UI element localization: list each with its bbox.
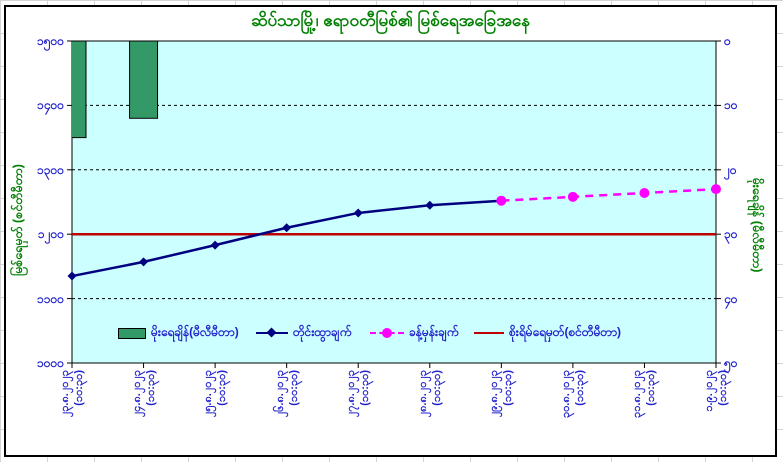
left-axis-tick-label: ၁၃၀၀ <box>37 162 64 177</box>
x-axis-label-time: (၁၀:၃၀) <box>73 370 85 406</box>
x-axis-label-time: (၁၀:၃၀) <box>430 370 443 406</box>
legend-item-measured: တိုင်းထွာချက် <box>256 322 351 344</box>
x-axis-label-time: (၁၀:၃၀) <box>144 370 157 406</box>
right-axis-tick-label: ၃၀ <box>724 227 738 242</box>
x-axis-label: ၂၉.၈.၂၀၂၃ (၁၀:၃၀) <box>487 370 515 456</box>
plot-svg <box>67 40 721 368</box>
legend-item-rainfall: မိုးရေချိန်(မီလီမီတာ) <box>118 322 239 344</box>
x-axis-label-time: (၁၀:၃၀) <box>717 370 729 406</box>
legend-swatch-forecast-line-icon <box>370 327 404 340</box>
x-axis-label-date: ၂၈.၈.၂၀၂၃ <box>416 370 429 418</box>
chart-object[interactable]: ဆိပ်သာမြို့၊ ဧရာဝတီမြစ်၏ မြစ်ရေအခြေအနေ မ… <box>4 5 777 457</box>
x-axis-label-date: ၃၁.၈.၂၀၂၃ <box>631 370 644 418</box>
diamond-marker <box>210 240 220 250</box>
x-axis-label: ၂၈.၈.၂၀၂၃ (၁၀:၃၀) <box>416 370 444 456</box>
right-axis-tick-label: ၂၀ <box>724 162 737 177</box>
left-axis-tick-label: ၁၂၀၀ <box>37 227 64 242</box>
x-axis-label-time: (၁၀:၃၀) <box>287 370 300 406</box>
diamond-marker <box>353 208 363 218</box>
diamond-marker <box>139 257 149 267</box>
plot-background <box>71 40 717 364</box>
x-axis-label-date: ၂၄.၈.၂၀၂၃ <box>130 370 143 418</box>
x-axis-label-date: ၂၅.၈.၂၀၂၃ <box>202 370 215 418</box>
series-rainfall-bars <box>72 41 159 139</box>
x-axis-label-time: (၁၀:၃၀) <box>359 370 372 406</box>
legend-swatch-bar-icon <box>118 327 146 339</box>
legend-label-danger-level: စိုးရိမ်ရေမှတ်(စင်တီမီတာ) <box>509 325 622 339</box>
x-axis-label: ၂၃.၈.၂၀၂၃ (၁၀:၃၀) <box>58 370 86 456</box>
diamond-marker <box>425 200 435 210</box>
x-axis-label-date: ၁.၉.၂၀၂၃ <box>703 370 715 412</box>
x-axis-label-date: ၂၆.၈.၂၀၂၃ <box>273 370 286 418</box>
rainfall-bar <box>72 41 87 139</box>
diamond-marker <box>67 271 77 281</box>
x-axis-label-time: (၁၀:၃၀) <box>645 370 658 406</box>
x-axis-label: ၁.၉.၂၀၂၃ (၁၀:၃၀) <box>702 370 730 456</box>
legend-label-measured: တိုင်းထွာချက် <box>293 325 352 339</box>
x-axis-label: ၂၅.၈.၂၀၂၃ (၁၀:၃၀) <box>201 370 229 456</box>
x-axis-label: ၂၆.၈.၂၀၂၃ (၁၀:၃၀) <box>273 370 301 456</box>
circle-marker <box>567 191 578 202</box>
right-axis-tick-label: ၀ <box>724 34 731 48</box>
left-axis-tick-label: ၁၅၀၀ <box>37 34 64 48</box>
circle-marker <box>496 195 507 206</box>
x-axis-label: ၂၄.၈.၂၀၂၃ (၁၀:၃၀) <box>130 370 158 456</box>
x-axis-label-date: ၃၀.၈.၂၀၂၃ <box>559 370 572 418</box>
legend-item-danger-level: စိုးရိမ်ရေမှတ်(စင်တီမီတာ) <box>474 322 621 344</box>
diamond-marker <box>282 223 292 233</box>
x-axis-label: ၂၇.၈.၂၀၂၃ (၁၀:၃၀) <box>344 370 372 456</box>
chart-title: ဆိပ်သာမြို့၊ ဧရာဝတီမြစ်၏ မြစ်ရေအခြေအနေ <box>251 11 530 30</box>
forecast-line <box>501 187 717 202</box>
right-axis-tick-label: ၁၀ <box>724 98 738 113</box>
right-axis-tick-label: ၅၀ <box>724 356 738 370</box>
legend: မိုးရေချိန်(မီလီမီတာ) တိုင်းထွာချက် ခန့်… <box>6 322 775 344</box>
circle-marker <box>639 187 650 198</box>
circle-marker <box>711 184 721 195</box>
legend-label-rainfall: မိုးရေချိန်(မီလီမီတာ) <box>151 325 239 339</box>
left-axis-title: မြစ်ရေမှတ် (စင်တီမီတာ) <box>11 164 25 276</box>
x-axis-label-time: (၁၀:၃၀) <box>573 370 586 406</box>
right-axis-tick-label: ၄၀ <box>724 291 738 306</box>
rainfall-bar <box>129 41 159 119</box>
left-axis-tick-label: ၁၀၀၀ <box>37 356 64 370</box>
x-axis-label-date: ၂၉.၈.၂၀၂၃ <box>488 370 501 418</box>
x-axis-label-time: (၁၀:၃၀) <box>502 370 515 406</box>
legend-item-forecast: ခန့်မှန်းချက် <box>370 322 458 344</box>
left-axis-tick-label: ၁၁၀၀ <box>37 291 64 306</box>
x-axis-label-time: (၁၀:၃၀) <box>216 370 229 406</box>
legend-swatch-measured-line-icon <box>256 327 288 339</box>
left-axis-tick-label: ၁၄၀၀ <box>37 98 64 113</box>
x-axis-label-date: ၂၃.၈.၂၀၂၃ <box>59 370 71 418</box>
x-axis-label: ၃၁.၈.၂၀၂၃ (၁၀:၃၀) <box>630 370 658 456</box>
x-axis-label: ၃၀.၈.၂၀၂၃ (၁၀:၃၀) <box>559 370 587 456</box>
legend-label-forecast: ခန့်မှန်းချက် <box>409 325 459 339</box>
x-axis-label-date: ၂၇.၈.၂၀၂၃ <box>345 370 358 418</box>
legend-swatch-danger-line-icon <box>474 332 504 334</box>
